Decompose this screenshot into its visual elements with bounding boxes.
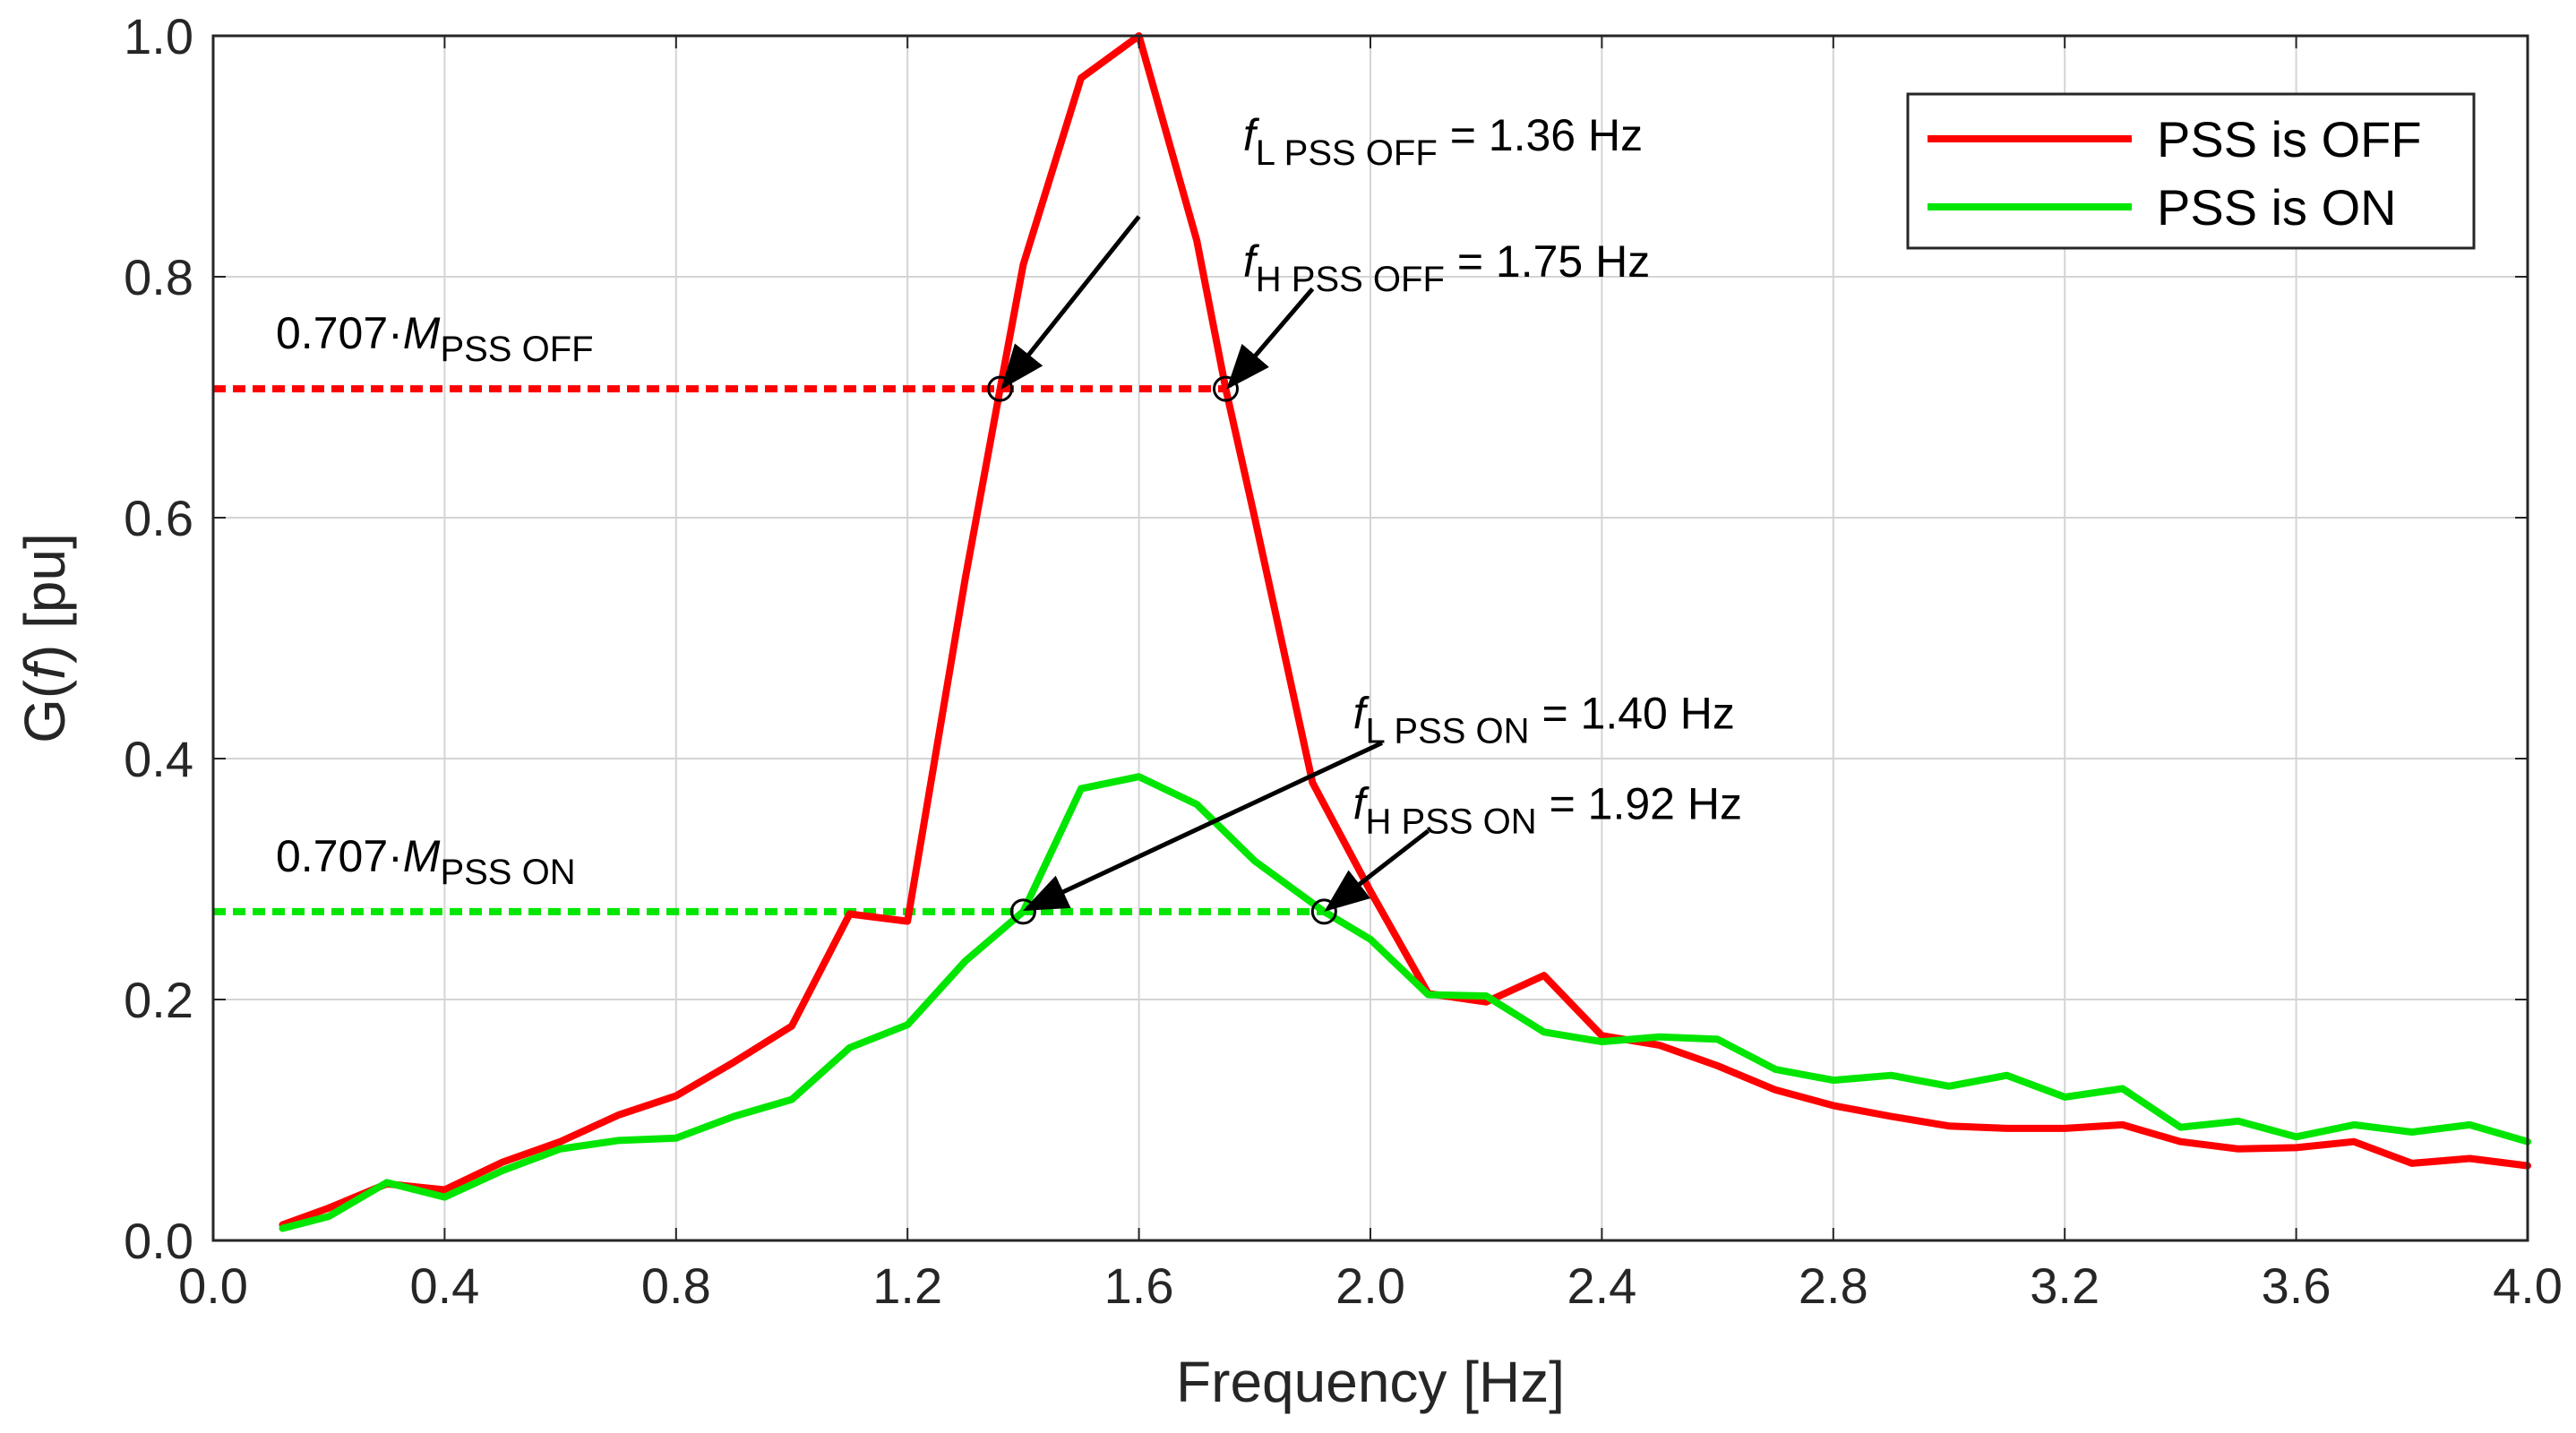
y-axis-ticks: 0.0 0.2 0.4 0.6 0.8 1.0 [124, 8, 2528, 1269]
x-tick-label: 2.4 [1567, 1257, 1636, 1314]
legend: PSS is OFF PSS is ON [1906, 92, 2476, 250]
x-tick-label: 0.0 [178, 1257, 248, 1314]
crossing-marker [1310, 898, 1337, 925]
x-axis-label: Frequency [Hz] [1176, 1350, 1565, 1414]
y-tick-label: 0.4 [124, 731, 193, 787]
x-tick-label: 2.0 [1335, 1257, 1405, 1314]
x-tick-label: 1.2 [872, 1257, 942, 1314]
x-tick-label: 3.6 [2262, 1257, 2331, 1314]
legend-label-pss-on: PSS is ON [2157, 179, 2397, 236]
annotation-arrow [1022, 741, 1383, 912]
x-tick-label: 4.0 [2493, 1257, 2563, 1314]
legend-label-pss-off: PSS is OFF [2157, 111, 2422, 167]
x-axis-ticks: 0.0 0.4 0.8 1.2 1.6 2.0 2.4 2.8 3.2 3.6 4.0 [178, 36, 2563, 1314]
frequency-annotation: fL PSS ON = 1.40 Hz [1353, 688, 1735, 751]
x-tick-label: 0.8 [641, 1257, 711, 1314]
annotation-arrow [1324, 828, 1430, 912]
y-tick-label: 0.8 [124, 249, 193, 305]
frequency-annotation: fH PSS ON = 1.92 Hz [1353, 778, 1742, 841]
legend-box [1906, 92, 2476, 250]
y-tick-label: 0.6 [124, 490, 193, 546]
x-tick-label: 2.8 [1799, 1257, 1868, 1314]
series-lines [279, 32, 2531, 1232]
frequency-annotation: fH PSS OFF = 1.75 Hz [1243, 236, 1650, 299]
crossing-marker [1213, 375, 1239, 402]
x-tick-label: 3.2 [2030, 1257, 2099, 1314]
y-tick-label: 0.0 [124, 1213, 193, 1269]
crossing-marker [987, 375, 1014, 402]
reference-label-pss-on: 0.707·MPSS ON [276, 831, 576, 892]
annotations: 0.707·MPSS OFF 0.707·MPSS ON fL PSS OFF = … [276, 110, 1742, 892]
reference-label-pss-off: 0.707·MPSS OFF [276, 308, 594, 369]
annotation-arrow [1226, 287, 1315, 390]
series-line-pss-on [279, 773, 2531, 1232]
reference-lines [213, 385, 1325, 915]
annotation-arrows [1000, 215, 1430, 912]
y-axis-label: G(f) [pu] [13, 533, 77, 743]
crossing-marker [1009, 898, 1036, 925]
annotation-arrow [1000, 215, 1141, 390]
y-tick-label: 1.0 [124, 8, 193, 64]
x-tick-label: 1.6 [1104, 1257, 1174, 1314]
y-tick-label: 0.2 [124, 972, 193, 1028]
x-tick-label: 0.4 [409, 1257, 479, 1314]
grid [213, 36, 2528, 1240]
frequency-annotation: fL PSS OFF = 1.36 Hz [1243, 110, 1643, 173]
crossing-markers [987, 375, 1337, 925]
series-line-pss-off [279, 32, 2531, 1229]
